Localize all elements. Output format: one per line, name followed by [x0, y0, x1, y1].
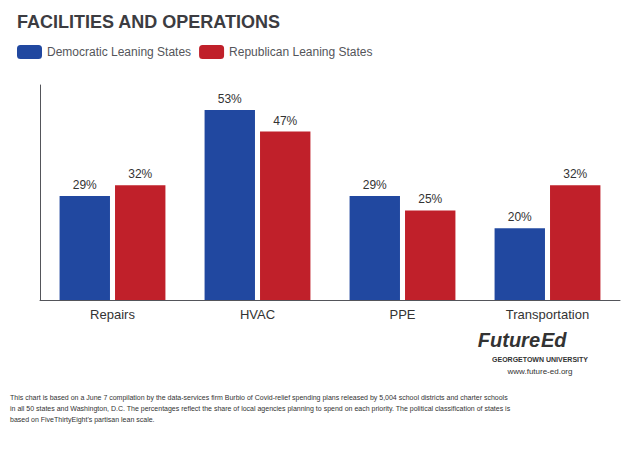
svg-text:29%: 29% [73, 178, 97, 192]
svg-text:Future: Future [478, 329, 540, 351]
svg-text:Republican Leaning States: Republican Leaning States [229, 45, 372, 59]
svg-text:Transportation: Transportation [506, 307, 589, 322]
svg-text:20%: 20% [508, 210, 532, 224]
svg-text:53%: 53% [218, 92, 242, 106]
svg-text:This chart is based on a June: This chart is based on a June 7 compilat… [10, 394, 508, 402]
svg-text:Democratic Leaning States: Democratic Leaning States [47, 45, 191, 59]
svg-text:32%: 32% [128, 167, 152, 181]
svg-text:47%: 47% [273, 114, 297, 128]
svg-text:25%: 25% [418, 192, 442, 206]
svg-text:in all 50 states and Washingto: in all 50 states and Washington, D.C. Th… [10, 405, 511, 413]
svg-text:HVAC: HVAC [240, 307, 275, 322]
svg-text:32%: 32% [563, 167, 587, 181]
svg-text:GEORGETOWN UNIVERSITY: GEORGETOWN UNIVERSITY [492, 356, 588, 363]
svg-text:29%: 29% [363, 178, 387, 192]
svg-text:www.future-ed.org: www.future-ed.org [507, 367, 573, 376]
svg-text:FACILITIES AND OPERATIONS: FACILITIES AND OPERATIONS [17, 12, 280, 32]
svg-text:Ed: Ed [541, 329, 567, 351]
svg-text:Repairs: Repairs [90, 307, 135, 322]
svg-text:PPE: PPE [389, 307, 415, 322]
svg-text:based on FiveThirtyEight's par: based on FiveThirtyEight's partisan lean… [10, 416, 155, 424]
